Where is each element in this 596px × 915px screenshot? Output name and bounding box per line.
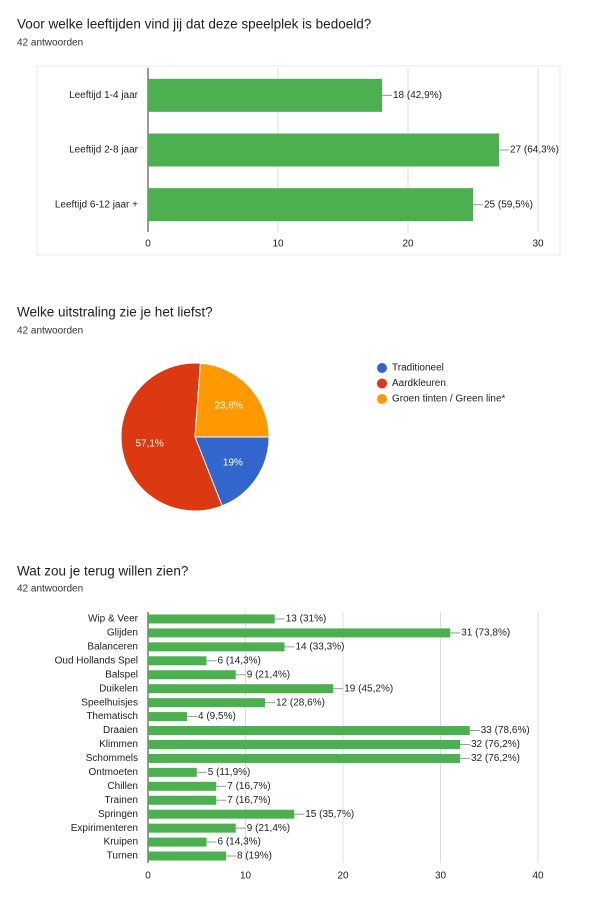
pie-slice	[194, 436, 270, 507]
legend-label: Traditioneel	[392, 363, 444, 374]
value-label: 32 (76,2%)	[471, 739, 520, 750]
response-count: 42 antwoorden	[17, 38, 83, 49]
bar	[148, 726, 470, 736]
value-label: 8 (19%)	[237, 851, 272, 862]
chart-title: Wat zou je terug willen zien?	[17, 564, 188, 579]
bar	[148, 78, 382, 112]
legend-label: Aardkleuren	[392, 378, 446, 389]
value-label: 27 (64,3%)	[510, 145, 559, 156]
value-label: 7 (16,7%)	[227, 795, 270, 806]
y-tick-label: Draaien	[103, 725, 138, 736]
value-label: 14 (33,3%)	[296, 642, 345, 653]
y-tick-label: Leeftijd 2-8 jaar	[69, 145, 139, 156]
bar	[148, 753, 460, 763]
x-tick-label: 10	[240, 871, 252, 882]
value-label: 6 (14,3%)	[218, 837, 261, 848]
chart-title: Voor welke leeftijden vind jij dat deze …	[17, 17, 371, 32]
x-tick-label: 30	[532, 239, 544, 250]
bar	[148, 767, 197, 777]
bar	[148, 837, 207, 847]
value-label: 33 (78,6%)	[481, 725, 530, 736]
bar	[148, 851, 226, 861]
bar	[148, 684, 334, 694]
response-count: 42 antwoorden	[17, 584, 83, 595]
y-tick-label: Kruipen	[104, 837, 138, 848]
y-tick-label: Leeftijd 6-12 jaar +	[55, 199, 138, 210]
y-tick-label: Chillen	[107, 781, 138, 792]
y-tick-label: Glijden	[107, 628, 138, 639]
value-label: 7 (16,7%)	[227, 781, 270, 792]
bar	[148, 823, 236, 833]
bar	[148, 133, 499, 167]
bar	[148, 188, 473, 222]
y-tick-label: Duikelen	[99, 683, 138, 694]
y-tick-label: Klimmen	[99, 739, 138, 750]
x-tick-label: 0	[145, 871, 151, 882]
bar	[148, 614, 275, 624]
value-label: 12 (28,6%)	[276, 697, 325, 708]
chart-frame	[36, 65, 561, 256]
pie-slice	[120, 362, 223, 512]
bar	[148, 795, 217, 805]
legend-marker	[377, 394, 387, 404]
bar	[148, 642, 285, 652]
y-tick-label: Balspel	[105, 669, 138, 680]
y-tick-label: Trainen	[104, 795, 138, 806]
legend-label: Groen tinten / Green line*	[392, 394, 506, 405]
value-label: 9 (21,4%)	[247, 823, 290, 834]
x-tick-label: 20	[337, 871, 349, 882]
value-label: 15 (35,7%)	[305, 809, 354, 820]
value-label: 19%	[223, 457, 243, 468]
y-tick-label: Expirimenteren	[71, 823, 138, 834]
value-label: 6 (14,3%)	[218, 655, 261, 666]
value-label: 31 (73,8%)	[461, 628, 510, 639]
legend-marker	[377, 363, 387, 373]
bar	[148, 712, 187, 722]
response-count: 42 antwoorden	[17, 326, 83, 337]
value-label: 32 (76,2%)	[471, 753, 520, 764]
value-label: 25 (59,5%)	[484, 199, 533, 210]
legend-marker	[377, 378, 387, 389]
value-label: 23,8%	[214, 400, 242, 411]
y-tick-label: Oud Hollands Spel	[55, 655, 138, 666]
y-tick-label: Ontmoeten	[89, 767, 138, 778]
y-tick-label: Leeftijd 1-4 jaar	[69, 90, 139, 101]
y-tick-label: Wip & Veer	[88, 614, 139, 625]
bar	[148, 698, 265, 708]
chart-title: Welke uitstraling zie je het liefst?	[17, 305, 213, 320]
bar	[148, 739, 460, 749]
value-label: 4 (9,5%)	[198, 711, 236, 722]
y-tick-label: Thematisch	[86, 711, 138, 722]
x-tick-label: 30	[435, 871, 447, 882]
value-label: 57,1%	[135, 439, 163, 450]
bar	[148, 670, 236, 680]
y-tick-label: Turnen	[107, 851, 138, 862]
bar	[148, 781, 217, 791]
bar	[148, 809, 295, 819]
y-tick-label: Speelhuisjes	[81, 697, 138, 708]
value-label: 19 (45,2%)	[344, 683, 393, 694]
value-label: 18 (42,9%)	[393, 90, 442, 101]
x-tick-label: 40	[532, 871, 544, 882]
value-label: 13 (31%)	[286, 614, 327, 625]
bar	[148, 628, 451, 638]
bar	[148, 656, 207, 666]
x-tick-label: 0	[145, 239, 151, 250]
x-tick-label: 10	[272, 239, 284, 250]
value-label: 5 (11,9%)	[208, 767, 251, 778]
pie-slice	[194, 362, 270, 438]
y-tick-label: Springen	[98, 809, 138, 820]
y-tick-label: Schommels	[86, 753, 138, 764]
value-label: 9 (21,4%)	[247, 669, 290, 680]
y-tick-label: Balanceren	[87, 642, 138, 653]
x-tick-label: 20	[402, 239, 414, 250]
